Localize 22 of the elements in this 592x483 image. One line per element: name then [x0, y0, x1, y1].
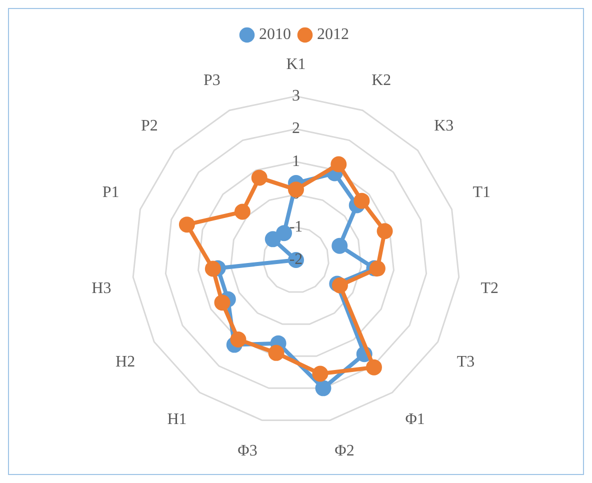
y-tick-label: 2	[292, 120, 300, 138]
spoke-label: H1	[167, 411, 187, 428]
y-tick-label: -2	[289, 251, 303, 268]
spoke-label: Φ1	[405, 411, 425, 428]
spoke-label: K3	[434, 117, 454, 134]
spoke-label: T3	[456, 354, 475, 371]
spoke-label: P2	[141, 117, 158, 134]
y-tick-label: 3	[292, 87, 300, 104]
legend-label: 2012	[317, 26, 349, 44]
spoke-label: Φ2	[334, 442, 354, 460]
spoke-label: Φ3	[238, 442, 258, 460]
spoke-label: K2	[372, 72, 392, 89]
spoke-label: P3	[204, 72, 220, 89]
spoke-label: H3	[92, 280, 112, 298]
y-tick-label: -1	[289, 218, 303, 236]
spoke-label: H2	[116, 354, 136, 371]
y-tick-label: 1	[292, 152, 300, 170]
legend-label: 2010	[259, 26, 291, 44]
spoke-label: P1	[102, 184, 120, 202]
spoke-label: T2	[480, 280, 499, 298]
spoke-label: T1	[472, 184, 490, 202]
spoke-label: K1	[286, 56, 306, 73]
